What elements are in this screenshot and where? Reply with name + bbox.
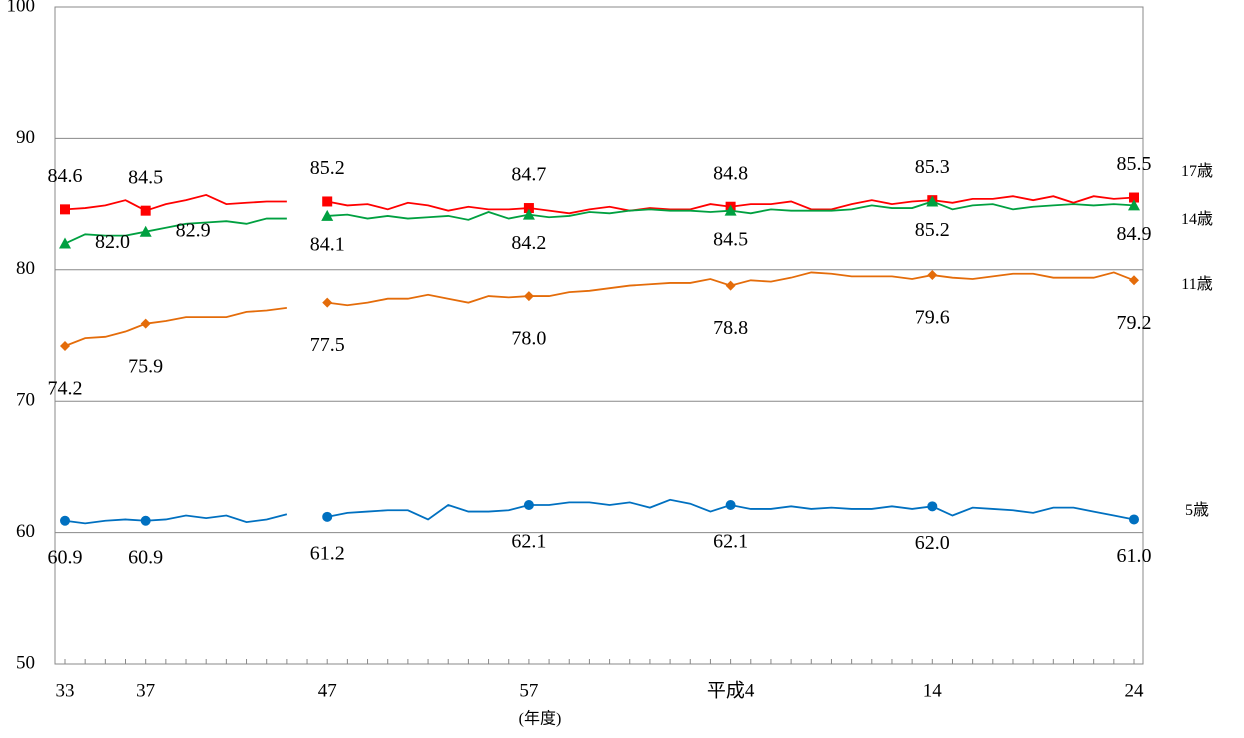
x-tick-label: 33 — [56, 680, 75, 701]
y-tick-label: 50 — [16, 652, 35, 673]
data-label: 84.5 — [713, 228, 748, 250]
series-name: 5歳 — [1185, 501, 1209, 519]
data-label: 79.2 — [1117, 312, 1152, 334]
marker — [1129, 192, 1139, 203]
marker — [322, 297, 333, 308]
series-name: 14歳 — [1181, 210, 1213, 228]
marker — [321, 209, 334, 221]
y-tick-label: 60 — [16, 521, 35, 542]
y-tick-label: 90 — [16, 127, 35, 148]
data-label: 84.7 — [511, 164, 546, 186]
series-name: 17歳 — [1181, 162, 1213, 180]
data-label: 84.8 — [713, 162, 748, 184]
data-label: 82.0 — [95, 231, 130, 253]
marker — [725, 280, 736, 291]
y-tick-label: 100 — [7, 0, 36, 16]
data-label: 77.5 — [310, 334, 345, 356]
data-label: 84.5 — [128, 166, 163, 188]
marker — [60, 341, 70, 352]
marker — [523, 500, 534, 511]
marker — [927, 270, 938, 281]
data-label: 75.9 — [128, 355, 163, 377]
data-label: 84.9 — [1117, 223, 1152, 245]
marker — [140, 205, 151, 216]
x-tick-label: 14 — [923, 680, 943, 701]
marker — [322, 196, 333, 207]
series-line — [64, 498, 1135, 525]
data-label: 62.1 — [511, 531, 546, 553]
data-label: 84.6 — [48, 165, 83, 187]
marker — [927, 501, 938, 512]
data-label: 74.2 — [48, 378, 83, 400]
marker — [322, 511, 333, 522]
marker — [1129, 514, 1139, 525]
data-label: 78.0 — [511, 328, 546, 350]
data-label: 79.6 — [915, 307, 950, 329]
data-label: 84.1 — [310, 234, 345, 256]
data-label: 78.8 — [713, 317, 748, 339]
data-label: 61.0 — [1117, 545, 1152, 567]
marker — [1129, 275, 1139, 286]
marker — [60, 204, 70, 215]
x-tick-label: 平成4 — [707, 679, 755, 701]
data-label: 84.2 — [511, 232, 546, 254]
x-tick-label: 47 — [318, 680, 337, 701]
data-label: 85.5 — [1117, 153, 1152, 175]
marker — [140, 515, 151, 526]
data-label: 62.0 — [915, 532, 950, 554]
data-label: 62.1 — [713, 531, 748, 553]
x-tick-label: 37 — [136, 680, 155, 701]
x-tick-label: 57 — [519, 680, 538, 701]
marker — [522, 208, 535, 220]
marker — [1128, 199, 1140, 211]
marker — [724, 204, 737, 216]
marker — [725, 500, 736, 511]
series-line — [64, 193, 1135, 215]
data-label: 82.9 — [176, 219, 211, 241]
marker — [139, 225, 152, 237]
data-label: 61.2 — [310, 542, 345, 564]
series-name: 11歳 — [1181, 275, 1212, 293]
data-label: 85.2 — [310, 157, 345, 179]
marker — [523, 291, 534, 302]
marker — [140, 318, 151, 329]
marker — [59, 237, 71, 249]
marker — [523, 203, 534, 214]
marker — [60, 515, 70, 526]
series-line — [64, 271, 1135, 347]
y-tick-label: 70 — [16, 390, 35, 411]
data-label: 60.9 — [48, 546, 83, 568]
data-label: 85.2 — [915, 219, 950, 241]
x-tick-label: 24 — [1125, 680, 1145, 701]
y-tick-label: 80 — [16, 258, 35, 279]
plot-area — [54, 6, 1144, 665]
marker — [926, 195, 939, 207]
data-label: 60.9 — [128, 546, 163, 568]
data-label: 85.3 — [915, 156, 950, 178]
x-axis-label: (年度) — [519, 710, 562, 728]
